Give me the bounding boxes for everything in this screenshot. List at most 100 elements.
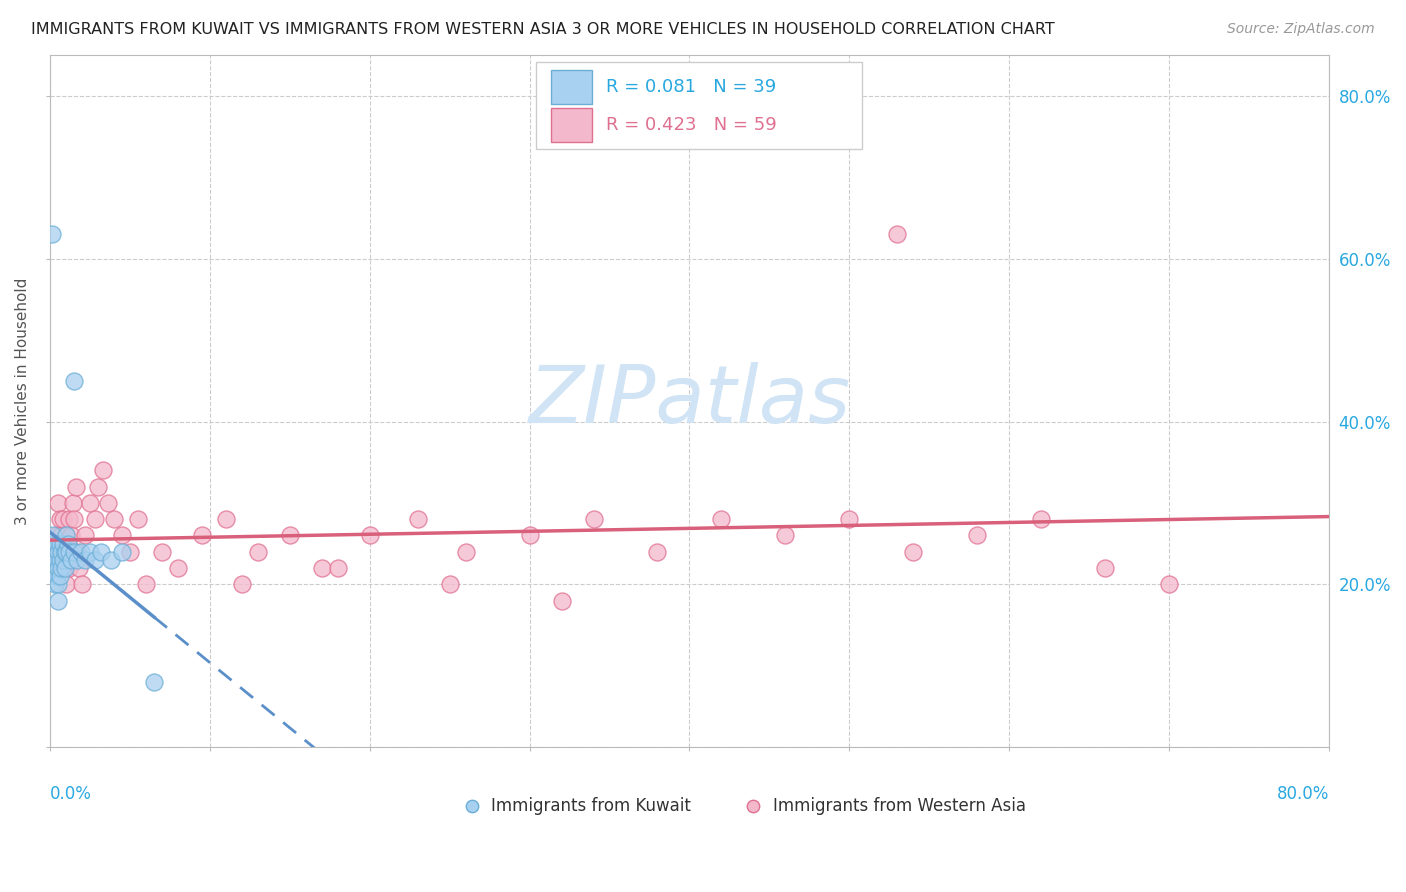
Point (150, 545, 173, 559)
Point (966, 528, 988, 542)
Point (51, 545, 73, 559)
Point (246, 545, 269, 559)
Point (79, 496, 101, 510)
Point (63, 374, 86, 388)
Point (46, 561, 69, 575)
Point (710, 512, 733, 526)
Point (231, 577, 253, 591)
Point (46, 577, 69, 591)
Point (66, 553, 89, 567)
Point (52, 553, 75, 567)
Point (79, 545, 101, 559)
Point (44, 561, 66, 575)
Point (42, 561, 65, 575)
Text: 80.0%: 80.0% (1277, 785, 1329, 803)
Y-axis label: 3 or more Vehicles in Household: 3 or more Vehicles in Household (15, 277, 30, 524)
Point (55, 545, 77, 559)
Point (45, 536, 67, 550)
Point (52, 512, 75, 526)
Point (70, 577, 93, 591)
Point (454, 545, 477, 559)
Point (66, 545, 89, 559)
Point (42, 528, 65, 542)
Point (135, 577, 157, 591)
Text: R = 0.423   N = 59: R = 0.423 N = 59 (606, 116, 778, 134)
Point (118, 545, 141, 559)
Point (83, 553, 105, 567)
Point (51, 561, 73, 575)
Point (886, 227, 908, 242)
Point (65, 480, 87, 494)
Text: R = 0.081   N = 39: R = 0.081 N = 39 (606, 78, 776, 96)
Point (58, 512, 80, 526)
Point (45, 528, 67, 542)
FancyBboxPatch shape (551, 70, 592, 103)
Text: Source: ZipAtlas.com: Source: ZipAtlas.com (1227, 22, 1375, 37)
Point (48, 553, 70, 567)
Point (45, 569, 67, 583)
Point (215, 512, 238, 526)
Point (567, 809, 589, 823)
Point (53, 561, 76, 575)
Point (55, 528, 77, 542)
Point (326, 561, 349, 575)
Point (55, 577, 77, 591)
Point (1157, 577, 1180, 591)
Point (103, 512, 125, 526)
Text: ZIPatlas: ZIPatlas (529, 362, 851, 440)
Point (52, 545, 75, 559)
Point (51, 528, 73, 542)
Point (59, 528, 82, 542)
Point (519, 528, 541, 542)
Point (406, 512, 429, 526)
Point (550, 593, 572, 607)
Point (53, 545, 76, 559)
Point (90, 545, 112, 559)
Point (111, 545, 134, 559)
Point (53, 561, 76, 575)
Point (48, 569, 70, 583)
Point (51, 561, 73, 575)
Point (359, 528, 381, 542)
Point (58, 545, 80, 559)
Point (775, 528, 797, 542)
Point (44, 577, 66, 591)
Point (69, 545, 91, 559)
Point (439, 577, 461, 591)
Point (91, 463, 114, 477)
Point (87, 480, 110, 494)
Point (63, 512, 86, 526)
Point (582, 512, 605, 526)
Point (191, 528, 214, 542)
Point (48, 512, 70, 526)
Point (167, 561, 190, 575)
Point (143, 675, 166, 690)
Point (41, 227, 63, 242)
Text: 0.0%: 0.0% (51, 785, 91, 803)
Point (58, 561, 80, 575)
Text: Immigrants from Western Asia: Immigrants from Western Asia (772, 797, 1025, 815)
Point (48, 545, 70, 559)
Point (46, 496, 69, 510)
FancyBboxPatch shape (536, 62, 862, 149)
Point (903, 545, 925, 559)
Point (111, 528, 134, 542)
Point (311, 561, 333, 575)
Point (52, 536, 75, 550)
Point (45, 553, 67, 567)
Point (46, 545, 69, 559)
Point (127, 512, 149, 526)
Point (1094, 561, 1116, 575)
Point (56, 545, 79, 559)
Point (44, 545, 66, 559)
Point (59, 553, 82, 567)
Point (83, 512, 105, 526)
Text: Immigrants from Kuwait: Immigrants from Kuwait (491, 797, 692, 815)
Point (75, 553, 97, 567)
Point (46, 593, 69, 607)
Point (48, 536, 70, 550)
Point (63, 545, 86, 559)
Point (278, 528, 301, 542)
Point (55, 528, 77, 542)
Point (62, 496, 84, 510)
